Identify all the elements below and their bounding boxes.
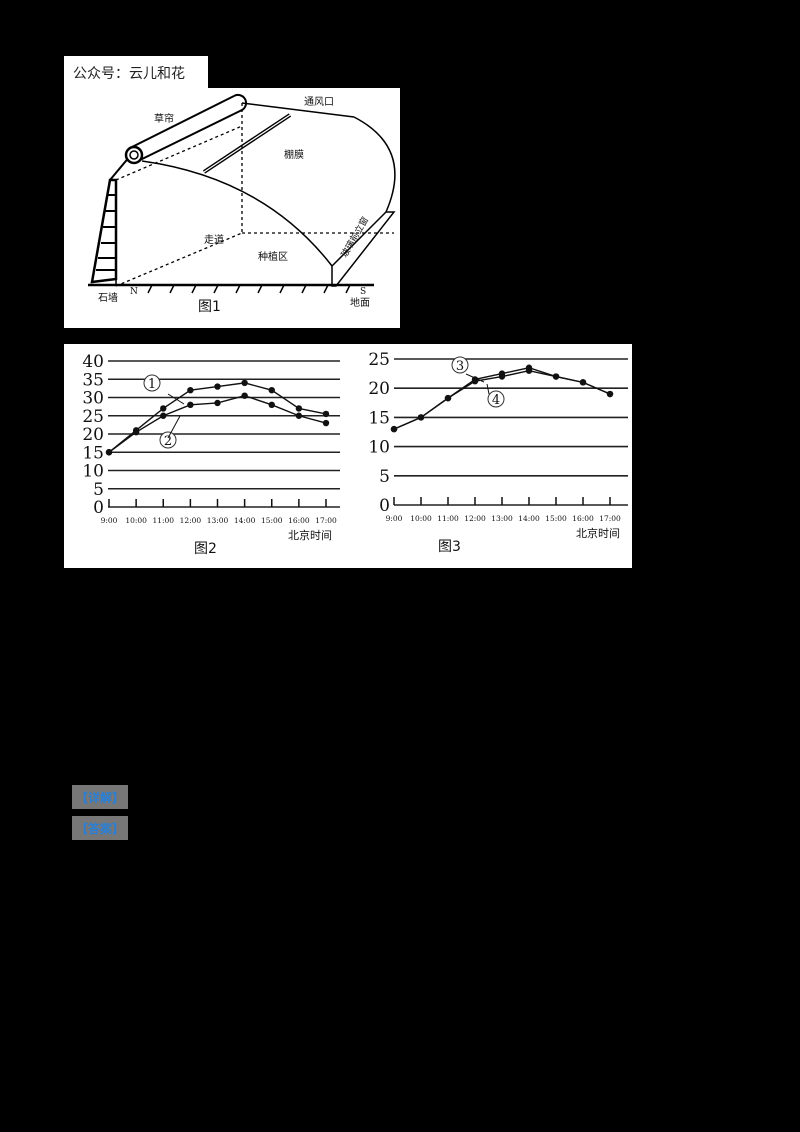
explanation-button[interactable]: 【详解】 (72, 785, 128, 809)
label-south: S (360, 287, 366, 297)
svg-text:13:00: 13:00 (491, 514, 513, 523)
label-north: N (130, 287, 138, 297)
svg-text:30: 30 (82, 389, 104, 409)
label-vent: 通风口 (304, 96, 334, 108)
svg-text:13:00: 13:00 (207, 516, 229, 525)
svg-text:12:00: 12:00 (180, 516, 202, 525)
svg-text:15: 15 (82, 443, 104, 463)
svg-text:11:00: 11:00 (152, 516, 174, 525)
svg-text:20: 20 (368, 379, 390, 399)
svg-text:5: 5 (379, 467, 390, 487)
svg-text:10: 10 (368, 438, 390, 458)
svg-text:10:00: 10:00 (125, 516, 147, 525)
svg-text:5: 5 (93, 480, 104, 500)
svg-text:16:00: 16:00 (288, 516, 310, 525)
greenhouse-diagram: 草帘 通风口 棚膜 走道 种植区 玻璃前立窗 石墙 N S 地面 图1 (88, 93, 396, 315)
watermark-text: 公众号：云儿和花 (73, 65, 185, 82)
svg-text:17:00: 17:00 (315, 516, 337, 525)
svg-text:16:00: 16:00 (572, 514, 594, 523)
svg-text:1: 1 (148, 377, 156, 392)
svg-text:北京时间: 北京时间 (288, 528, 332, 542)
label-ground: 地面 (350, 296, 370, 309)
svg-text:图2: 图2 (194, 541, 217, 557)
label-planting-area: 种植区 (258, 250, 288, 263)
svg-text:10:00: 10:00 (410, 514, 432, 523)
answer-button[interactable]: 【答案】 (72, 816, 128, 840)
explanation-button-label: 【详解】 (75, 790, 124, 805)
label-glass-facade: 玻璃前立窗 (338, 215, 371, 260)
watermark: 公众号：云儿和花 (64, 56, 208, 89)
svg-text:17:00: 17:00 (599, 514, 621, 523)
svg-text:4: 4 (492, 393, 500, 408)
svg-text:0: 0 (93, 498, 104, 518)
svg-text:0: 0 (379, 496, 390, 516)
svg-text:15: 15 (368, 408, 390, 428)
svg-text:9:00: 9:00 (386, 514, 403, 523)
label-aisle: 走道 (204, 233, 224, 246)
svg-text:15:00: 15:00 (261, 516, 283, 525)
svg-text:14:00: 14:00 (234, 516, 256, 525)
svg-text:15:00: 15:00 (545, 514, 567, 523)
svg-text:3: 3 (456, 359, 464, 374)
svg-text:2: 2 (164, 434, 172, 449)
svg-text:图3: 图3 (438, 539, 461, 555)
svg-text:12:00: 12:00 (464, 514, 486, 523)
svg-text:25: 25 (368, 350, 390, 370)
svg-text:10: 10 (82, 462, 104, 482)
svg-text:40: 40 (82, 352, 104, 372)
svg-text:20: 20 (82, 425, 104, 445)
svg-text:35: 35 (82, 370, 104, 390)
svg-text:北京时间: 北京时间 (576, 526, 620, 540)
label-film: 棚膜 (284, 148, 304, 161)
svg-text:9:00: 9:00 (101, 516, 118, 525)
figure-1-caption: 图1 (198, 299, 221, 315)
svg-text:11:00: 11:00 (437, 514, 459, 523)
charts-panel: 0 5 10 15 20 25 30 35 40 9:00 10:00 11:00 12:00 13:00… (64, 344, 632, 568)
answer-button-label: 【答案】 (75, 821, 124, 836)
svg-text:14:00: 14:00 (518, 514, 540, 523)
svg-text:25: 25 (82, 407, 104, 427)
label-stone-wall: 石墙 (98, 291, 118, 304)
figure-1-greenhouse-diagram: 草帘 通风口 棚膜 走道 种植区 玻璃前立窗 石墙 N S 地面 图1 (64, 88, 400, 328)
label-straw-curtain: 草帘 (154, 112, 174, 125)
